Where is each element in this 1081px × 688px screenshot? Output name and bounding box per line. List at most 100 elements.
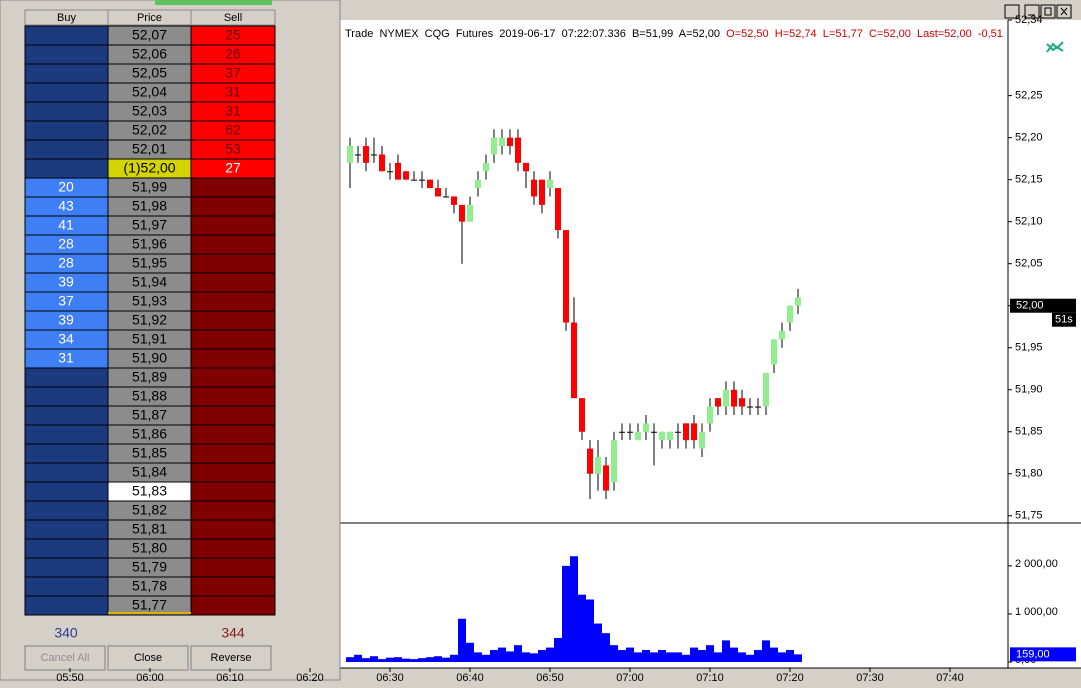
sell-cell[interactable] bbox=[190, 595, 276, 616]
chart-icon[interactable] bbox=[1046, 41, 1064, 53]
maximize-button[interactable] bbox=[1040, 4, 1056, 19]
candle-body bbox=[419, 179, 425, 181]
candle-body bbox=[355, 154, 361, 156]
candle-body bbox=[467, 204, 473, 222]
button-glyphs bbox=[1028, 7, 1068, 16]
candle-body bbox=[691, 423, 697, 441]
sell-cell[interactable] bbox=[190, 462, 276, 483]
sell-cell[interactable] bbox=[190, 348, 276, 369]
sell-cell[interactable] bbox=[190, 367, 276, 388]
candle-body bbox=[651, 431, 657, 433]
button[interactable] bbox=[107, 645, 189, 671]
volume-bar bbox=[554, 637, 562, 662]
buy-cell[interactable] bbox=[24, 139, 109, 160]
timer-box bbox=[1052, 312, 1076, 327]
sell-cell[interactable] bbox=[190, 405, 276, 426]
sell-cell[interactable] bbox=[190, 310, 276, 331]
candle-body bbox=[427, 179, 433, 189]
sell-cell[interactable] bbox=[190, 557, 276, 578]
candle-body bbox=[547, 179, 553, 189]
sell-cell[interactable] bbox=[190, 538, 276, 559]
status-bar bbox=[155, 0, 272, 5]
x-tick-label: 06:40 bbox=[456, 672, 484, 684]
buy-cell[interactable] bbox=[24, 405, 109, 426]
ask-size: 27 bbox=[225, 160, 241, 176]
buy-cell[interactable] bbox=[24, 386, 109, 407]
sell-cell[interactable] bbox=[190, 234, 276, 255]
buy-cell[interactable] bbox=[24, 538, 109, 559]
sell-cell[interactable] bbox=[190, 576, 276, 597]
sell-cell[interactable] bbox=[190, 386, 276, 407]
x-tick-label: 06:20 bbox=[296, 672, 324, 684]
volume-bar bbox=[594, 623, 602, 662]
volume-bar bbox=[482, 654, 490, 662]
plot: Trade NYMEX CQG Futures 2019-06-17 07:22… bbox=[345, 14, 1076, 666]
sell-cell[interactable] bbox=[190, 196, 276, 217]
volume-bar bbox=[754, 649, 762, 662]
sell-cell[interactable] bbox=[190, 481, 276, 502]
volume-bar bbox=[602, 633, 610, 662]
candle-body bbox=[635, 431, 641, 441]
buy-cell[interactable] bbox=[24, 424, 109, 445]
price-label: 51,82 bbox=[132, 502, 167, 518]
candle-body bbox=[539, 179, 545, 205]
price-label: 51,98 bbox=[132, 198, 167, 214]
candle-body bbox=[731, 389, 737, 407]
sell-cell[interactable] bbox=[190, 329, 276, 350]
buy-cell[interactable] bbox=[24, 595, 109, 616]
ask-size: 26 bbox=[225, 46, 241, 62]
buy-cell[interactable] bbox=[24, 367, 109, 388]
sell-cell[interactable] bbox=[190, 519, 276, 540]
sell-cell[interactable] bbox=[190, 500, 276, 521]
candle-body bbox=[459, 204, 465, 222]
buy-cell[interactable] bbox=[24, 481, 109, 502]
buy-cell[interactable] bbox=[24, 44, 109, 65]
candle-body bbox=[755, 406, 761, 408]
candle-body bbox=[507, 137, 513, 147]
candle-body bbox=[715, 398, 721, 407]
sell-cell[interactable] bbox=[190, 177, 276, 198]
buy-cell[interactable] bbox=[24, 158, 109, 179]
buy-cell[interactable] bbox=[24, 576, 109, 597]
sell-cell[interactable] bbox=[190, 253, 276, 274]
buy-cell[interactable] bbox=[24, 500, 109, 521]
volume-bar bbox=[650, 652, 658, 662]
buy-cell[interactable] bbox=[24, 63, 109, 84]
candle-body bbox=[387, 171, 393, 173]
volume-bar bbox=[450, 654, 458, 662]
buy-cell[interactable] bbox=[24, 82, 109, 103]
sell-cell[interactable] bbox=[190, 291, 276, 312]
y-tick-label: 52,25 bbox=[1015, 90, 1043, 102]
button[interactable] bbox=[190, 645, 272, 671]
ask-size: 31 bbox=[225, 103, 241, 119]
sell-cell[interactable] bbox=[190, 443, 276, 464]
buy-cell[interactable] bbox=[24, 25, 109, 46]
candle-body bbox=[779, 330, 785, 340]
sell-cell[interactable] bbox=[190, 272, 276, 293]
candle-body bbox=[603, 465, 609, 491]
restore-button[interactable] bbox=[1004, 4, 1020, 19]
buy-cell[interactable] bbox=[24, 101, 109, 122]
candle-body bbox=[363, 146, 369, 163]
volume-bar bbox=[530, 653, 538, 662]
price-label: 51,85 bbox=[132, 445, 167, 461]
volume-bar bbox=[610, 645, 618, 662]
sell-cell[interactable] bbox=[190, 215, 276, 236]
volume-tick-label: 2 000,00 bbox=[1015, 558, 1058, 570]
buy-cell[interactable] bbox=[24, 443, 109, 464]
buy-cell[interactable] bbox=[24, 120, 109, 141]
bid-size: 41 bbox=[58, 217, 74, 233]
buy-cell[interactable] bbox=[24, 557, 109, 578]
volume-bar bbox=[426, 657, 434, 662]
price-label: 51,77 bbox=[132, 597, 167, 613]
price-label: 51,84 bbox=[132, 464, 167, 480]
price-label: 51,87 bbox=[132, 407, 167, 423]
buy-cell[interactable] bbox=[24, 519, 109, 540]
ask-size: 25 bbox=[225, 27, 241, 43]
volume-bar bbox=[538, 649, 546, 662]
price-label: 51,94 bbox=[132, 274, 167, 290]
sell-cell[interactable] bbox=[190, 424, 276, 445]
button[interactable] bbox=[24, 645, 106, 671]
candle-body bbox=[435, 188, 441, 197]
buy-cell[interactable] bbox=[24, 462, 109, 483]
